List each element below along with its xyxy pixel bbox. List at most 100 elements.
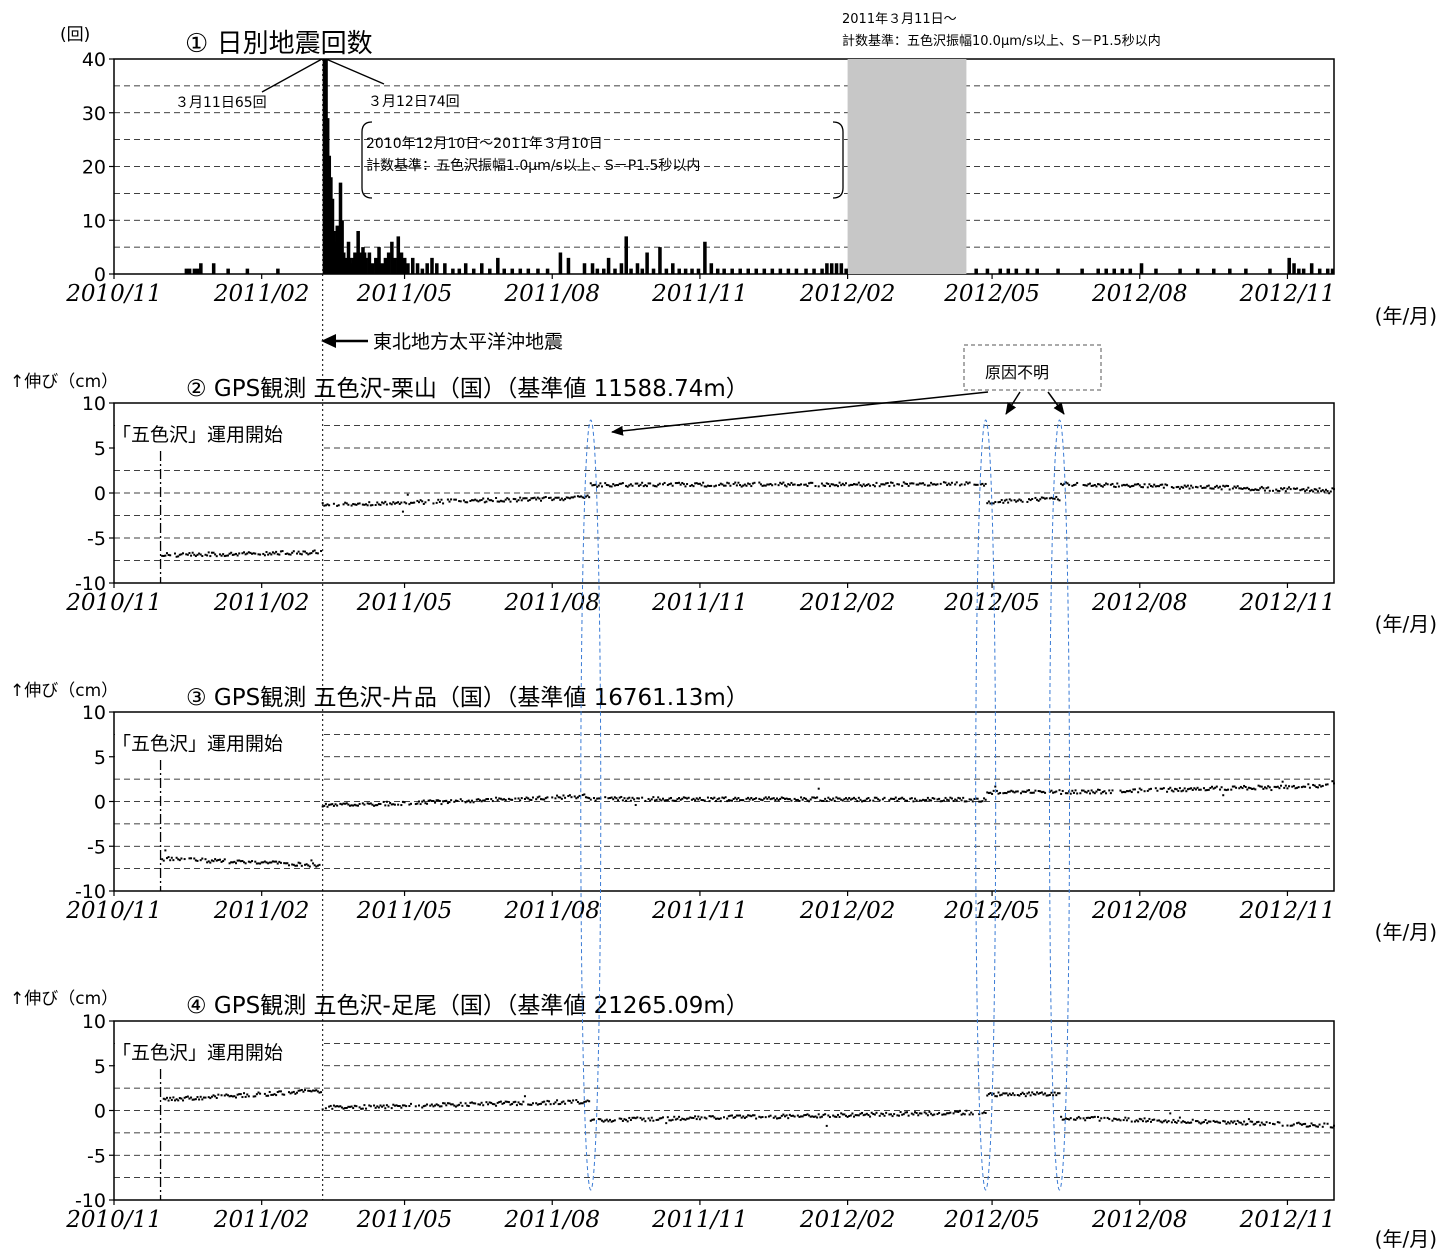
data-point bbox=[1114, 1117, 1117, 1120]
data-point bbox=[409, 501, 412, 504]
data-point bbox=[401, 800, 404, 803]
data-point bbox=[230, 861, 233, 864]
data-point bbox=[915, 799, 918, 802]
data-point bbox=[169, 859, 172, 862]
data-point bbox=[592, 797, 595, 800]
data-point bbox=[865, 797, 868, 800]
data-point bbox=[1246, 788, 1249, 791]
data-point bbox=[835, 484, 838, 487]
data-point bbox=[1239, 487, 1242, 490]
data-point bbox=[1103, 790, 1106, 793]
data-point bbox=[392, 1103, 395, 1106]
data-point bbox=[1174, 787, 1177, 790]
data-point bbox=[174, 1099, 176, 1102]
data-point bbox=[666, 1116, 669, 1119]
data-point bbox=[1090, 1116, 1093, 1119]
data-point bbox=[536, 1103, 539, 1106]
data-point bbox=[1183, 787, 1186, 790]
data-point bbox=[631, 1116, 634, 1119]
data-point bbox=[1029, 499, 1032, 502]
data-point bbox=[488, 1101, 491, 1104]
data-point bbox=[808, 800, 811, 803]
data-point bbox=[175, 856, 178, 859]
data-point bbox=[637, 797, 640, 800]
data-point bbox=[289, 553, 292, 556]
data-point bbox=[299, 1089, 302, 1092]
data-point bbox=[949, 483, 952, 486]
data-point bbox=[472, 499, 475, 502]
data-point bbox=[1318, 1123, 1321, 1126]
data-point bbox=[1141, 1120, 1144, 1123]
bar bbox=[245, 268, 250, 274]
data-point bbox=[1060, 1115, 1063, 1118]
arrow-to-2012-06 bbox=[1047, 391, 1065, 415]
data-point bbox=[792, 1114, 795, 1117]
data-point bbox=[869, 484, 872, 487]
data-point bbox=[800, 1115, 803, 1118]
bar bbox=[425, 263, 429, 274]
data-point bbox=[281, 1093, 284, 1096]
data-point bbox=[994, 1095, 997, 1098]
data-point bbox=[787, 1117, 790, 1120]
data-point bbox=[997, 792, 1000, 795]
data-point bbox=[819, 1116, 822, 1119]
data-point bbox=[883, 1114, 886, 1117]
bar bbox=[377, 247, 381, 274]
x-tick-label: 2012/05 bbox=[943, 1207, 1040, 1233]
data-point bbox=[1177, 789, 1180, 792]
data-point bbox=[1003, 1092, 1006, 1095]
data-point bbox=[1121, 484, 1124, 487]
bar bbox=[664, 268, 669, 274]
data-point bbox=[1201, 487, 1204, 490]
data-point bbox=[777, 1117, 780, 1120]
data-point bbox=[389, 801, 392, 804]
data-point bbox=[639, 1116, 642, 1119]
data-point bbox=[984, 1111, 987, 1114]
data-point bbox=[626, 485, 629, 488]
data-point bbox=[209, 861, 212, 864]
data-point bbox=[337, 504, 340, 507]
data-point bbox=[422, 502, 425, 505]
data-point bbox=[297, 1089, 300, 1092]
data-point bbox=[1326, 490, 1329, 493]
data-point bbox=[1310, 489, 1313, 492]
data-point bbox=[551, 499, 554, 502]
data-point bbox=[454, 498, 457, 501]
data-point bbox=[1135, 483, 1138, 486]
data-point bbox=[617, 484, 620, 487]
data-point bbox=[403, 1104, 406, 1107]
data-point bbox=[265, 1094, 268, 1097]
bar bbox=[590, 263, 595, 274]
data-point bbox=[1146, 789, 1149, 792]
data-point bbox=[533, 496, 536, 499]
p2-unit-label: (年/月) bbox=[1375, 612, 1437, 636]
data-point bbox=[270, 553, 273, 556]
data-point bbox=[650, 798, 653, 801]
data-point bbox=[506, 497, 509, 500]
data-point bbox=[278, 860, 281, 863]
data-point bbox=[1198, 1121, 1201, 1124]
data-point bbox=[653, 485, 656, 488]
data-point bbox=[931, 797, 934, 800]
data-point bbox=[1085, 1116, 1088, 1119]
step-highlight-ellipse bbox=[1049, 419, 1070, 1191]
data-point bbox=[228, 552, 231, 555]
data-point bbox=[1247, 488, 1250, 491]
data-point bbox=[230, 1094, 233, 1097]
data-point bbox=[745, 1115, 748, 1118]
data-point bbox=[710, 797, 713, 800]
x-tick-label: 2010/11 bbox=[65, 281, 162, 307]
data-point bbox=[462, 499, 465, 502]
data-point bbox=[504, 798, 507, 801]
data-point bbox=[1159, 787, 1162, 790]
y-tick-label: 0 bbox=[94, 792, 106, 814]
bar bbox=[393, 257, 397, 274]
data-point bbox=[350, 804, 353, 807]
data-point bbox=[1080, 789, 1083, 792]
x-tick-label: 2011/11 bbox=[651, 590, 748, 616]
data-point bbox=[504, 498, 507, 501]
data-point bbox=[368, 1104, 371, 1107]
data-point bbox=[703, 799, 706, 802]
data-point bbox=[1286, 1124, 1289, 1127]
data-point bbox=[1270, 789, 1273, 792]
